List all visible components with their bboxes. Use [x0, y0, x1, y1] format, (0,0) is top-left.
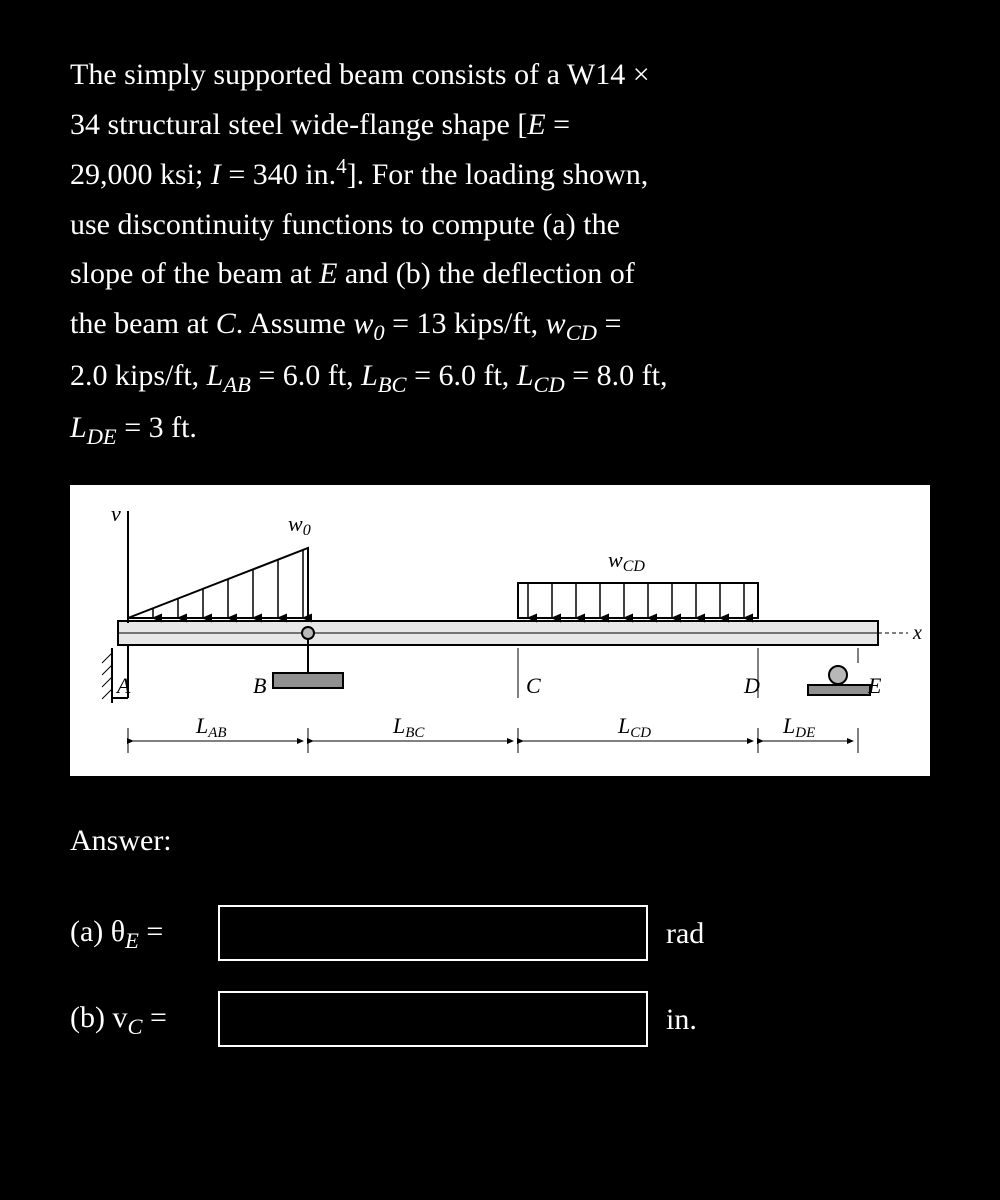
svg-text:LDE: LDE — [782, 713, 815, 741]
answer-heading: Answer: — [70, 816, 930, 866]
text: = 3 ft. — [117, 411, 197, 444]
text: = 340 in. — [221, 158, 336, 191]
var-L: L — [70, 411, 87, 444]
text: the beam at — [70, 307, 216, 340]
sub: 0 — [373, 320, 384, 345]
text: ]. For the loading shown, — [347, 158, 649, 191]
sub: AB — [223, 372, 251, 397]
sub: BC — [378, 372, 407, 397]
text: and (b) the deflection of — [337, 257, 634, 290]
svg-text:LCD: LCD — [617, 713, 651, 741]
var-I: I — [211, 158, 221, 191]
svg-text:x: x — [912, 622, 922, 644]
text: use discontinuity functions to compute (… — [70, 208, 620, 241]
text: The simply supported beam consists of a … — [70, 58, 650, 91]
text: slope of the beam at — [70, 257, 319, 290]
text: = — [143, 1001, 167, 1034]
sub: CD — [534, 372, 565, 397]
svg-text:w0: w0 — [288, 511, 311, 539]
svg-text:wCD: wCD — [608, 547, 645, 575]
sub: E — [125, 928, 139, 953]
var-w2: w — [546, 307, 566, 340]
svg-text:E: E — [867, 673, 882, 698]
text: = — [546, 108, 570, 141]
text: = — [139, 915, 163, 948]
var-C: C — [216, 307, 236, 340]
answer-b-unit: in. — [666, 995, 697, 1045]
problem-statement: The simply supported beam consists of a … — [70, 50, 930, 455]
text: . Assume — [236, 307, 354, 340]
var-L: L — [517, 359, 534, 392]
answer-a-label: (a) θE = — [70, 907, 200, 959]
text: 29,000 ksi; — [70, 158, 211, 191]
svg-text:LAB: LAB — [195, 713, 227, 741]
text: = — [597, 307, 621, 340]
sub: C — [127, 1014, 142, 1039]
exponent: 4 — [336, 154, 347, 178]
answer-b-label: (b) vC = — [70, 993, 200, 1045]
text: 34 structural steel wide-flange shape [ — [70, 108, 527, 141]
text: = 8.0 ft, — [565, 359, 668, 392]
sub: CD — [566, 320, 597, 345]
svg-text:v: v — [111, 501, 121, 526]
var-E2: E — [319, 257, 337, 290]
theta-e-input[interactable] — [218, 905, 648, 961]
beam-diagram: x v w0 wCD A — [70, 485, 930, 776]
v-c-input[interactable] — [218, 991, 648, 1047]
text: (a) θ — [70, 915, 125, 948]
answer-a-unit: rad — [666, 909, 704, 959]
svg-text:A: A — [115, 673, 131, 698]
text: = 13 kips/ft, — [385, 307, 546, 340]
svg-text:C: C — [526, 673, 541, 698]
text: = 6.0 ft, — [407, 359, 517, 392]
sub: DE — [87, 424, 117, 449]
answer-row-b: (b) vC = in. — [70, 991, 930, 1047]
var-L: L — [207, 359, 224, 392]
text: 2.0 kips/ft, — [70, 359, 207, 392]
answer-row-a: (a) θE = rad — [70, 905, 930, 961]
text: = 6.0 ft, — [251, 359, 361, 392]
svg-text:B: B — [253, 673, 266, 698]
svg-text:D: D — [743, 673, 760, 698]
var-w: w — [353, 307, 373, 340]
var-E: E — [527, 108, 545, 141]
var-L: L — [361, 359, 378, 392]
svg-text:LBC: LBC — [392, 713, 425, 741]
text: (b) v — [70, 1001, 127, 1034]
